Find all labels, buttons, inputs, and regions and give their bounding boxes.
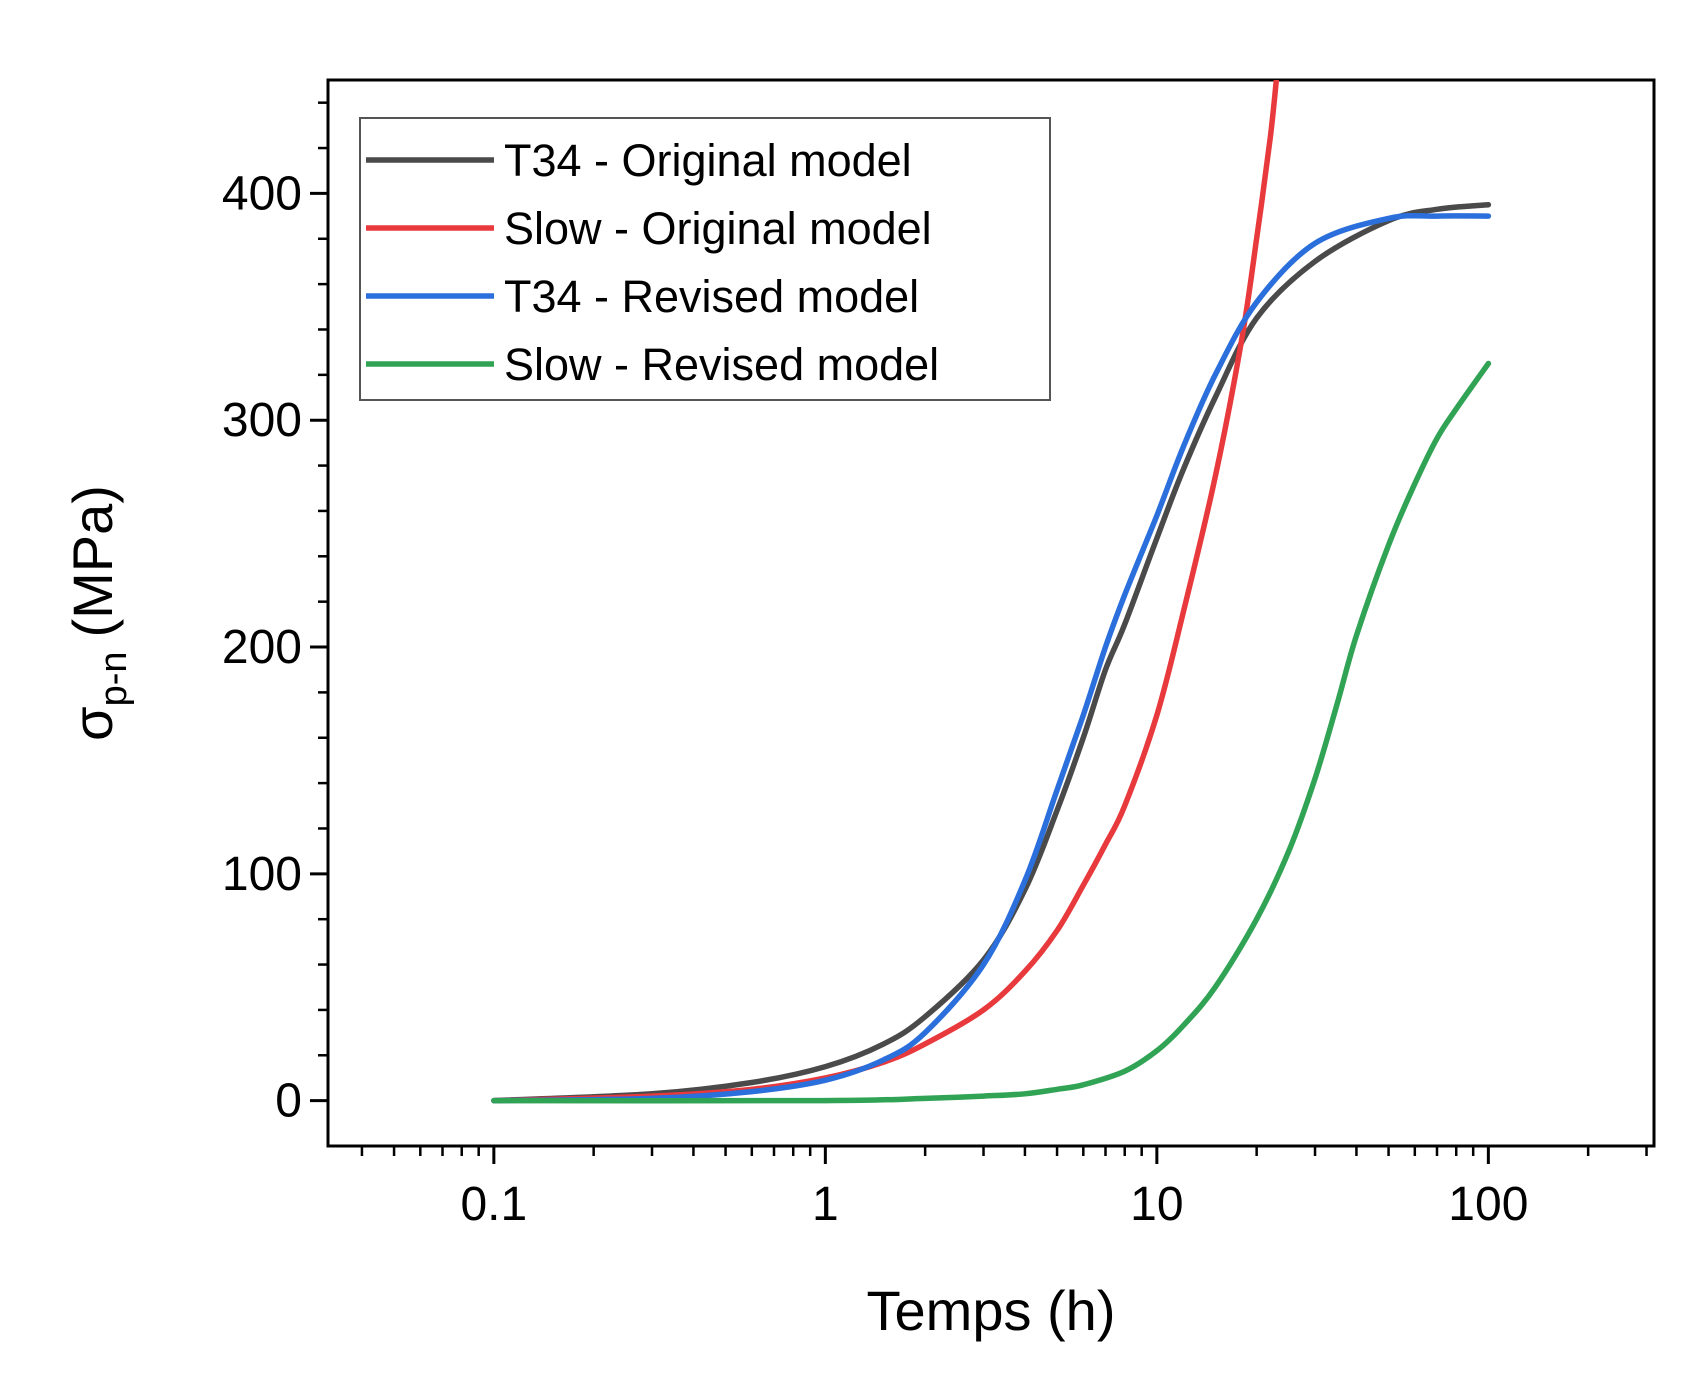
x-axis-title: Temps (h): [867, 1279, 1116, 1342]
y-tick-label: 400: [222, 167, 302, 220]
svg-text:σp-n(MPa): σp-n (MPa): [61, 485, 135, 741]
series-line-1: [491, 201, 1492, 1104]
x-tick-label: 1: [812, 1178, 839, 1231]
y-tick-label: 300: [222, 394, 302, 447]
y-axis-title-symbol: σ: [61, 706, 124, 741]
y-tick-label: 100: [222, 848, 302, 901]
y-axis-title-subscript: p-n: [93, 651, 135, 706]
legend-label: T34 - Original model: [504, 135, 912, 186]
series-line-3: [491, 212, 1492, 1104]
y-axis-title: σp-n (MPa): [61, 485, 135, 741]
legend: T34 - Original model Slow - Original mode…: [359, 117, 1051, 401]
legend-label: Slow - Revised model: [504, 339, 939, 390]
x-tick-label: 10: [1130, 1178, 1183, 1231]
x-tick-label: 0.1: [460, 1178, 527, 1231]
y-axis-title-unit: (MPa): [61, 485, 124, 637]
legend-box: [359, 117, 1051, 401]
y-tick-label: 0: [275, 1075, 302, 1128]
axis-layer: 0 100 200 300 400 0.1 1 10 100: [222, 101, 1648, 1231]
x-tick-label: 100: [1448, 1178, 1528, 1231]
y-tick-label: 200: [222, 621, 302, 674]
legend-label: T34 - Revised model: [504, 271, 919, 322]
series-line-4: [491, 360, 1492, 1104]
series-layer: [491, 80, 1492, 1104]
legend-label: Slow - Original model: [504, 203, 932, 254]
